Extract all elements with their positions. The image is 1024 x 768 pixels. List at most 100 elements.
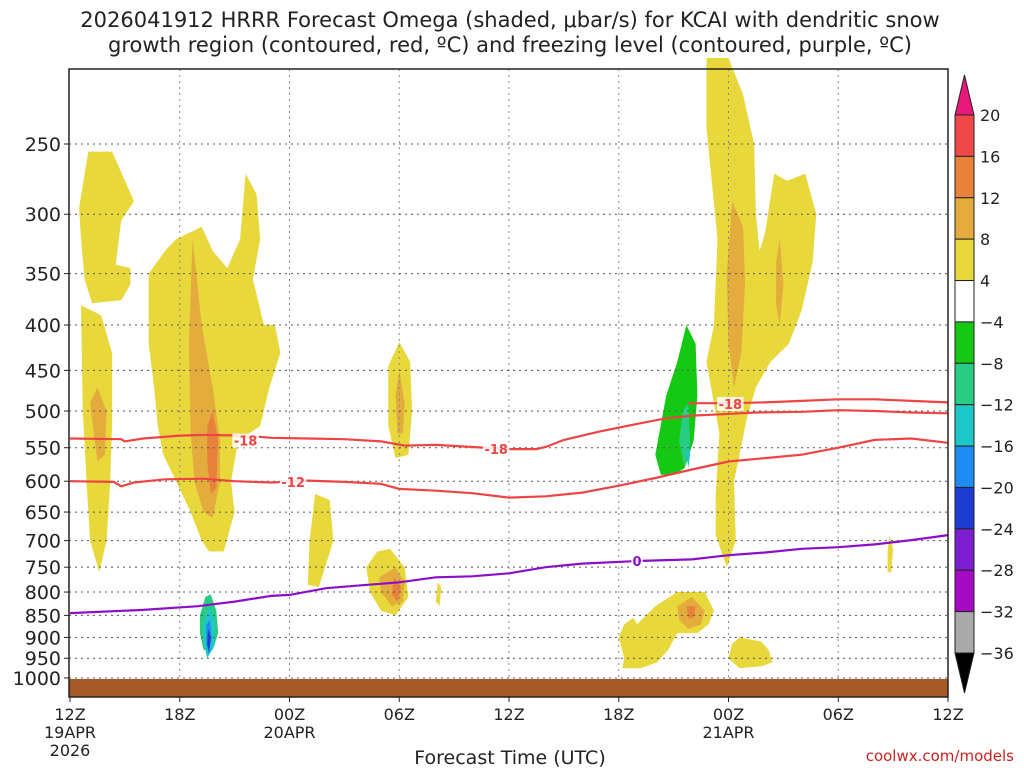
omega-negative-minus4to8 [393,643,418,663]
colorbar-swatch [954,197,975,240]
omega-negative-minus4to8 [527,474,561,557]
x-tick-year-label: 2026 [50,741,91,760]
omega-positive-8to12 [776,239,784,325]
x-tick-label: 00Z [274,705,305,724]
source-credit: coolwx.com/models [866,747,1014,765]
y-tick-label: 600 [25,471,61,493]
colorbar-swatch [954,114,975,157]
colorbar-label: 4 [980,272,990,291]
x-tick-label: 06Z [823,705,854,724]
y-tick-label: 550 [25,438,61,460]
omega-positive-12to16 [207,411,219,494]
omega-positive-4to8 [79,151,134,304]
x-tick-label: 18Z [603,705,634,724]
y-tick-label: 500 [25,401,61,423]
y-tick-label: 950 [25,648,61,670]
omega-positive-4to8 [887,535,894,573]
y-tick-label: 650 [25,502,61,524]
y-tick-label: 450 [25,360,61,382]
y-tick-label: 400 [25,315,61,337]
colorbar-label: −16 [980,437,1014,456]
omega-negative-minus4to8 [360,136,369,202]
y-tick-label: 700 [25,531,61,553]
colorbar-label: 8 [980,230,990,249]
minus-18-contour-upper-end [764,437,949,460]
colorbar-label: −32 [980,603,1014,622]
freezing-level-contour [69,534,949,615]
omega-negative-minus4to8 [232,615,244,667]
omega-positive-4to8 [435,582,442,607]
colorbar-swatch [954,611,975,654]
contour-label-background [279,474,307,489]
omega-positive-8to12 [90,387,107,462]
omega-negative-minus4to8 [896,641,926,673]
colorbar-label: −20 [980,478,1014,497]
chart-title-line2: growth region (contoured, red, ºC) and f… [108,33,912,57]
colorbar-swatch [954,321,975,364]
colorbar-swatch [954,238,975,282]
colorbar-label: −12 [980,396,1014,415]
colorbar-label: −36 [980,644,1014,663]
x-axis-title: Forecast Time (UTC) [414,747,605,768]
omega-positive-4to8 [307,493,334,588]
x-tick-label: 06Z [384,705,415,724]
colorbar-swatch [954,155,975,199]
chart-title-line1: 2026041912 HRRR Forecast Omega (shaded, … [80,8,939,32]
contour-label: -12 [281,476,305,491]
colorbar-swatch [954,528,975,571]
x-tick-date-label: 19APR [44,723,96,742]
contour-label: -18 [484,443,508,458]
omega-negative-minus4to8 [704,658,714,673]
omega-positive-4to8 [728,637,773,669]
omega-positive-12to16 [686,606,696,618]
omega-shading-layer [79,58,926,678]
colorbar-label: −4 [980,313,1004,332]
x-tick-label: 12Z [493,705,524,724]
colorbar-swatch [954,445,975,488]
colorbar-top-arrow [954,74,975,116]
colorbar-label: −24 [980,520,1014,539]
contour-label-background [482,442,510,457]
omega-positive-8to12 [726,201,745,388]
contour-label-background [717,397,744,412]
ground-surface-bar [69,679,948,697]
omega-negative-minus16to20 [686,440,691,469]
omega-positive-4to8 [148,173,281,552]
colorbar-label: 16 [980,147,1000,166]
colorbar-swatch [954,362,975,406]
omega-negative-minus24to28 [207,628,211,653]
omega-negative-minus4to8 [262,592,286,677]
colorbar-swatch [954,280,975,323]
x-tick-label: 12Z [54,705,85,724]
x-tick-label: 12Z [932,705,963,724]
contour-label-background [631,553,643,568]
contour-label: -18 [719,398,743,413]
x-tick-date-label: 21APR [702,723,754,742]
y-tick-label: 350 [25,264,61,286]
colorbar-swatch [954,404,975,447]
colorbar-label: 20 [980,106,1000,125]
omega-negative-minus4to8 [450,543,506,595]
minus-18-contour-upper [688,398,949,405]
y-tick-label: 800 [25,582,61,604]
omega-colorbar: 20 16 12 8 4 −4 −8 −12 −16 −20 −24 −28 −32 −36 [954,74,1014,694]
colorbar-label: −8 [980,354,1004,373]
omega-positive-8to12 [395,370,405,434]
x-tick-label: 00Z [713,705,744,724]
minus-12-contour [69,457,766,499]
colorbar-label: −28 [980,561,1014,580]
contour-layer: -18 -18 -18 -12 0 [69,397,949,615]
y-tick-label: 300 [25,204,61,226]
contour-label-background [232,433,259,448]
y-axis: 2503003504004505005506006507007508008509… [13,134,69,690]
colorbar-label: 12 [980,189,1000,208]
omega-positive-4to8 [706,58,817,568]
colorbar-swatch [954,569,975,613]
x-tick-label: 18Z [164,705,195,724]
colorbar-swatch [954,486,975,530]
omega-positive-4to8 [618,592,714,669]
contour-label: -18 [234,435,258,450]
y-tick-label: 250 [25,134,61,156]
